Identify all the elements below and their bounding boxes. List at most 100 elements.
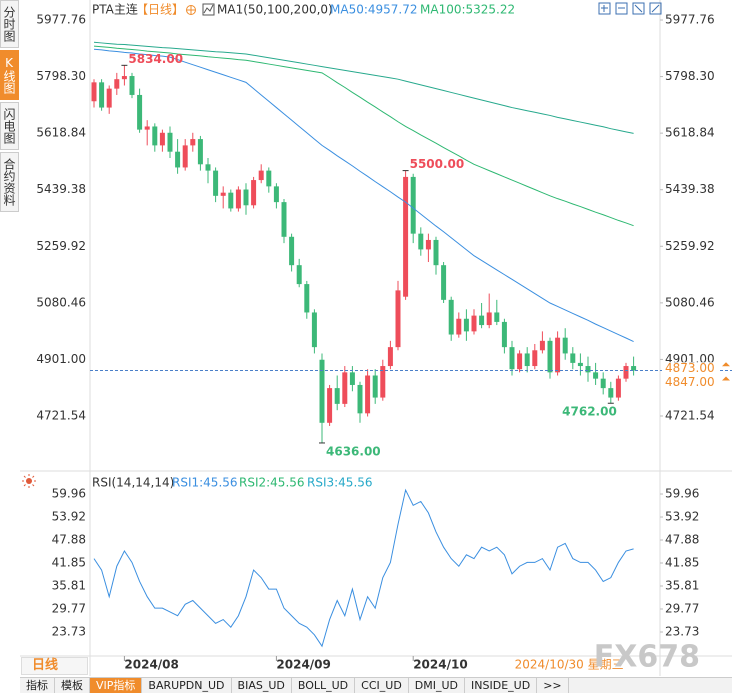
y2-tick-label: 29.77 — [665, 602, 699, 616]
candle-body — [486, 312, 492, 326]
toolbar-tab[interactable]: CCI_UD — [355, 678, 409, 693]
y2-tick-label: 5798.30 — [665, 69, 715, 83]
y2-tick-label: 5439.38 — [665, 182, 715, 196]
x-tick-label: 2024/09 — [276, 658, 330, 672]
candle-body — [539, 340, 545, 351]
x-tick-label: 2024/08 — [124, 658, 178, 672]
candle-body — [289, 236, 295, 266]
ma-legend: MA100:5325.22 — [420, 3, 515, 17]
y2-tick-label: 5259.92 — [665, 239, 715, 253]
candle-body — [91, 82, 97, 102]
candle-body — [433, 239, 439, 266]
y2-tick-label: 41.85 — [665, 555, 699, 569]
rsi-title: RSI(14,14,14) — [92, 476, 174, 490]
y-tick-label: 53.92 — [52, 510, 86, 524]
settings-icon[interactable] — [22, 474, 36, 488]
candle-body — [296, 265, 302, 285]
candle-body — [349, 372, 355, 385]
x-tick-label: 2024/10 — [413, 658, 467, 672]
y-tick-label: 5618.84 — [36, 126, 86, 140]
candle-body — [403, 176, 409, 297]
rsi-legend: RSI3:45.56 — [307, 476, 373, 490]
toolbar-tab[interactable]: BIAS_UD — [232, 678, 292, 693]
candle-body — [281, 202, 287, 237]
sidebar-tab[interactable]: 合约资料 — [0, 152, 19, 212]
add-icon[interactable] — [186, 5, 196, 15]
candle-body — [213, 170, 219, 196]
candle-body — [456, 318, 462, 335]
price-tag: 4873.00 — [665, 361, 715, 375]
candle-body — [99, 82, 105, 108]
candle-body — [600, 378, 606, 389]
toolbar-tab[interactable]: BARUPDN_UD — [142, 678, 232, 693]
sidebar-tab[interactable]: 分时图 — [0, 0, 19, 48]
candle-body — [547, 340, 553, 373]
candle-body — [425, 239, 431, 250]
candle-body — [441, 265, 447, 300]
indicator-icon[interactable] — [202, 3, 215, 16]
y2-tick-label: 5977.76 — [665, 13, 715, 27]
y-tick-label: 4721.54 — [36, 408, 86, 422]
y2-tick-label: 23.73 — [665, 625, 699, 639]
y-tick-label: 5439.38 — [36, 182, 86, 196]
candle-body — [509, 347, 515, 370]
toolbar-tab[interactable]: 模板 — [55, 678, 90, 693]
candle-body — [372, 375, 378, 398]
candle-body — [570, 353, 576, 363]
symbol-title: PTA主连 — [92, 2, 138, 17]
candle-body — [175, 151, 181, 168]
y-tick-label: 59.96 — [52, 487, 86, 501]
y-tick-label: 41.85 — [52, 555, 86, 569]
y2-tick-label: 5080.46 — [665, 295, 715, 309]
bottom-period[interactable]: 日线 — [21, 657, 88, 675]
candle-body — [190, 139, 196, 146]
candle-body — [593, 372, 599, 379]
rsi-legend: RSI2:45.56 — [239, 476, 305, 490]
window-icons[interactable] — [598, 2, 662, 15]
candle-body — [137, 94, 143, 130]
rsi-legend: RSI1:45.56 — [172, 476, 238, 490]
ma-line — [93, 48, 634, 343]
toolbar: 指标 模板 VIP指标 BARUPDN_UD BIAS_UD BOLL_UD CCI_UD D… — [20, 677, 732, 693]
candle-body — [608, 388, 614, 398]
candle-body — [235, 189, 241, 209]
price-tag-bg — [662, 362, 720, 375]
toolbar-tab[interactable]: INSIDE_UD — [465, 678, 538, 693]
toolbar-tab[interactable]: 指标 — [20, 678, 55, 693]
candle-body — [121, 76, 127, 80]
candle-body — [182, 145, 188, 168]
candle-body — [334, 388, 340, 404]
candle-body — [479, 315, 485, 326]
watermark: FX678 — [594, 640, 700, 675]
toolbar-tab[interactable]: >> — [537, 678, 569, 693]
price-tag-arrow — [722, 376, 730, 381]
candle-body — [448, 299, 454, 335]
y-tick-label: 5798.30 — [36, 69, 86, 83]
candle-body — [266, 170, 272, 187]
candle-body — [251, 180, 257, 206]
candle-body — [524, 353, 530, 367]
rsi-line — [93, 488, 634, 648]
toolbar-tab[interactable]: DMI_UD — [409, 678, 466, 693]
candle-body — [623, 366, 629, 379]
ma-line — [93, 41, 634, 134]
candle-body — [501, 321, 507, 348]
sidebar-tab[interactable]: 闪电图 — [0, 102, 19, 150]
candle-body — [273, 186, 279, 203]
y2-tick-label: 53.92 — [665, 510, 699, 524]
candle-body — [615, 378, 621, 398]
candle-body — [319, 359, 325, 423]
candle-body — [577, 362, 583, 367]
sidebar-tab[interactable]: K线图 — [0, 50, 19, 100]
toolbar-tab[interactable]: VIP指标 — [90, 678, 143, 693]
candle-body — [129, 76, 135, 95]
candle-body — [342, 372, 348, 404]
period-label: 【日线】 — [136, 3, 184, 17]
candle-body — [418, 233, 424, 250]
toolbar-tab[interactable]: BOLL_UD — [292, 678, 356, 693]
cursor-label: 2024/10/30 星期三 — [515, 658, 624, 672]
ma-line — [93, 45, 634, 227]
annotation-label: 5834.00 — [128, 52, 183, 66]
candle-body — [471, 315, 477, 332]
